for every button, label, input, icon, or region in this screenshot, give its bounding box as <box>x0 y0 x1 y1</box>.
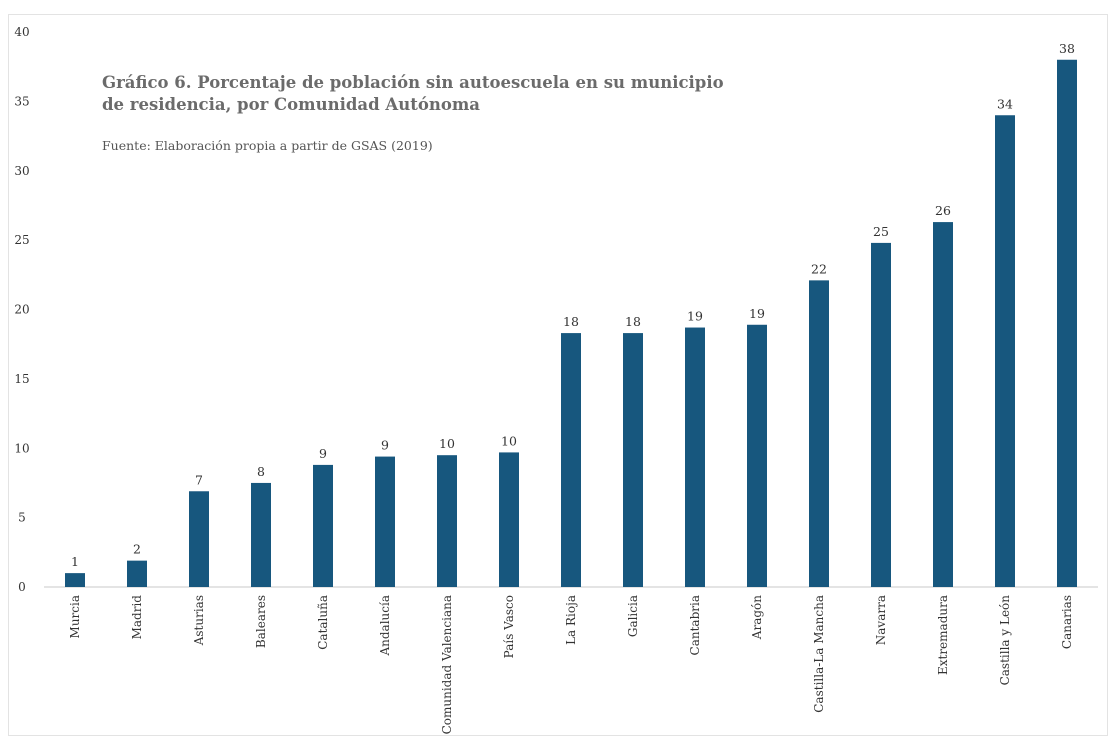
x-tick-label: Canarias <box>1060 595 1074 649</box>
x-tick-label: Murcia <box>68 595 82 638</box>
data-label: 18 <box>563 314 579 329</box>
chart-source: Fuente: Elaboración propia a partir de G… <box>102 138 433 153</box>
bar <box>747 324 767 587</box>
bar <box>65 573 85 587</box>
y-tick-label: 20 <box>14 303 29 317</box>
bar <box>375 456 395 587</box>
value-labels-group: 1 2 7 8 9 9 10 10 18 18 19 19 22 25 26 34 38 <box>71 41 1075 569</box>
data-label: 19 <box>749 306 765 321</box>
bar <box>127 560 147 587</box>
x-tick-label: Madrid <box>130 595 144 640</box>
data-label: 19 <box>687 309 703 324</box>
x-tick-label: Comunidad Valenciana <box>440 595 454 734</box>
bar <box>499 452 519 587</box>
data-label: 10 <box>501 433 517 448</box>
y-tick-label: 35 <box>14 94 29 108</box>
data-label: 34 <box>997 96 1013 111</box>
chart-frame <box>8 14 1108 736</box>
bars-group <box>65 59 1077 587</box>
x-tick-label: Castilla y León <box>998 595 1012 686</box>
bar <box>313 464 333 587</box>
y-tick-label: 0 <box>18 580 26 594</box>
bar <box>1057 59 1077 587</box>
data-label: 25 <box>873 224 889 239</box>
data-label: 10 <box>439 436 455 451</box>
data-label: 8 <box>257 464 265 479</box>
data-label: 26 <box>935 203 951 218</box>
bar <box>189 491 209 587</box>
bar <box>995 115 1015 587</box>
bar <box>809 280 829 587</box>
chart-title: Gráfico 6. Porcentaje de población sin a… <box>102 73 724 114</box>
data-label: 2 <box>133 542 141 557</box>
y-tick-label: 30 <box>14 164 29 178</box>
x-axis: Murcia Madrid Asturias Baleares Cataluña Anda… <box>68 595 1074 735</box>
y-tick-label: 15 <box>14 372 29 386</box>
y-axis: 0 5 10 15 20 25 30 35 40 <box>14 25 29 594</box>
y-tick-label: 10 <box>14 441 29 455</box>
x-tick-label: Extremadura <box>936 595 950 675</box>
bar <box>251 482 271 587</box>
x-tick-label: Navarra <box>874 595 888 645</box>
data-label: 38 <box>1059 41 1075 56</box>
y-tick-label: 40 <box>14 25 29 39</box>
bar <box>623 333 643 587</box>
data-label: 9 <box>381 438 389 453</box>
bar <box>871 242 891 587</box>
bar <box>437 455 457 587</box>
x-tick-label: Asturias <box>192 595 206 646</box>
bar <box>561 333 581 587</box>
x-tick-label: Cataluña <box>316 595 330 650</box>
x-tick-label: Castilla-La Mancha <box>812 595 826 713</box>
data-label: 18 <box>625 314 641 329</box>
y-tick-label: 25 <box>14 233 29 247</box>
y-tick-label: 5 <box>18 511 26 525</box>
x-tick-label: Andalucía <box>378 595 392 657</box>
x-tick-label: La Rioja <box>564 595 578 645</box>
data-label: 22 <box>811 261 827 276</box>
data-label: 7 <box>195 472 203 487</box>
x-tick-label: Galicia <box>626 595 640 637</box>
x-tick-label: País Vasco <box>502 595 516 658</box>
x-tick-label: Cantabria <box>688 595 702 655</box>
bar <box>685 327 705 587</box>
x-tick-label: Baleares <box>254 595 268 648</box>
bar <box>933 222 953 587</box>
data-label: 9 <box>319 446 327 461</box>
data-label: 1 <box>71 554 79 569</box>
x-tick-label: Aragón <box>750 595 764 640</box>
